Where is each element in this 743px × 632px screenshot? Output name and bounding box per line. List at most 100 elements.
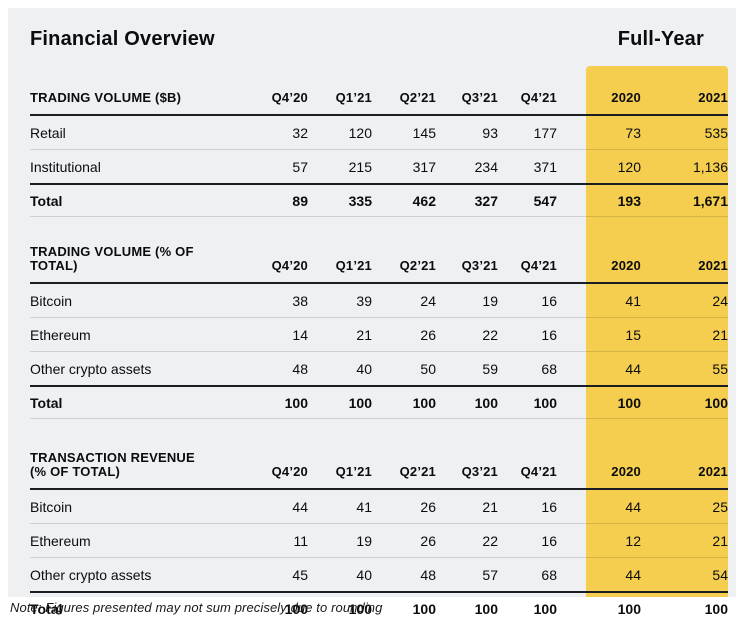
table-row-institutional: Institutional 57 215 317 234 371 120 1,1… <box>30 149 728 185</box>
value-cell: 100 <box>372 591 436 624</box>
row-label: Bitcoin <box>30 489 244 524</box>
column-header-q1-21: Q1’21 <box>308 67 372 116</box>
column-header-2021: 2021 <box>641 235 728 284</box>
value-cell: 100 <box>498 385 557 419</box>
column-header-q4-20: Q4’20 <box>244 437 308 490</box>
column-header-q2-21: Q2’21 <box>372 67 436 116</box>
value-cell: 59 <box>436 351 498 387</box>
value-cell: 50 <box>372 351 436 387</box>
row-label: Total <box>30 183 244 217</box>
table-row-bitcoin: Bitcoin 44 41 26 21 16 44 25 <box>30 489 728 524</box>
row-label: Bitcoin <box>30 283 244 318</box>
value-cell: 535 <box>641 115 728 150</box>
value-cell: 215 <box>308 149 372 185</box>
value-cell: 15 <box>557 317 641 352</box>
value-cell: 100 <box>308 591 372 624</box>
value-cell: 547 <box>498 183 557 217</box>
value-cell: 55 <box>641 351 728 387</box>
section-header-row: TRADING VOLUME (% OF TOTAL) Q4’20 Q1’21 … <box>30 235 728 284</box>
column-header-q2-21: Q2’21 <box>372 235 436 284</box>
value-cell: 12 <box>557 523 641 558</box>
table-row-other-crypto: Other crypto assets 48 40 50 59 68 44 55 <box>30 351 728 387</box>
column-header-2021: 2021 <box>641 67 728 116</box>
column-header-2020: 2020 <box>557 235 641 284</box>
column-header-q1-21: Q1’21 <box>308 437 372 490</box>
value-cell: 41 <box>308 489 372 524</box>
value-cell: 26 <box>372 523 436 558</box>
row-label: Total <box>30 385 244 419</box>
value-cell: 45 <box>244 557 308 593</box>
value-cell: 32 <box>244 115 308 150</box>
section-trading-volume-b: TRADING VOLUME ($B) Q4’20 Q1’21 Q2’21 Q3… <box>30 67 728 235</box>
section-title-line1: TRANSACTION REVENUE <box>30 450 195 465</box>
value-cell: 89 <box>244 183 308 217</box>
value-cell: 57 <box>436 557 498 593</box>
full-year-label: Full-Year <box>617 28 704 50</box>
value-cell: 44 <box>557 557 641 593</box>
section-title-line2: (% OF TOTAL) <box>30 464 121 479</box>
title-row: Financial Overview Full-Year <box>30 28 704 50</box>
value-cell: 21 <box>641 523 728 558</box>
value-cell: 41 <box>557 283 641 318</box>
value-cell: 145 <box>372 115 436 150</box>
column-header-q3-21: Q3’21 <box>436 67 498 116</box>
section-spacer <box>30 419 728 438</box>
column-header-q4-20: Q4’20 <box>244 67 308 116</box>
table-row-ethereum: Ethereum 11 19 26 22 16 12 21 <box>30 523 728 558</box>
value-cell: 16 <box>498 283 557 318</box>
value-cell: 100 <box>641 385 728 419</box>
value-cell: 57 <box>244 149 308 185</box>
value-cell: 44 <box>557 351 641 387</box>
table-row-other-crypto: Other crypto assets 45 40 48 57 68 44 54 <box>30 557 728 593</box>
value-cell: 68 <box>498 557 557 593</box>
value-cell: 120 <box>308 115 372 150</box>
section-transaction-revenue: TRANSACTION REVENUE (% OF TOTAL) Q4’20 Q… <box>30 437 728 624</box>
value-cell: 177 <box>498 115 557 150</box>
column-header-2020: 2020 <box>557 67 641 116</box>
value-cell: 1,136 <box>641 149 728 185</box>
value-cell: 22 <box>436 523 498 558</box>
value-cell: 22 <box>436 317 498 352</box>
column-header-q4-21: Q4’21 <box>498 437 557 490</box>
value-cell: 100 <box>436 591 498 624</box>
table-row-total: Total 100 100 100 100 100 100 100 <box>30 591 728 624</box>
value-cell: 21 <box>641 317 728 352</box>
column-header-q4-21: Q4’21 <box>498 67 557 116</box>
value-cell: 40 <box>308 557 372 593</box>
value-cell: 100 <box>244 591 308 624</box>
value-cell: 16 <box>498 523 557 558</box>
row-label: Institutional <box>30 149 244 185</box>
financial-table: TRADING VOLUME ($B) Q4’20 Q1’21 Q2’21 Q3… <box>30 67 728 624</box>
column-header-q3-21: Q3’21 <box>436 437 498 490</box>
value-cell: 100 <box>436 385 498 419</box>
value-cell: 16 <box>498 489 557 524</box>
table-row-total: Total 100 100 100 100 100 100 100 <box>30 385 728 419</box>
value-cell: 21 <box>308 317 372 352</box>
value-cell: 100 <box>557 591 641 624</box>
section-header-row: TRANSACTION REVENUE (% OF TOTAL) Q4’20 Q… <box>30 437 728 490</box>
value-cell: 40 <box>308 351 372 387</box>
value-cell: 68 <box>498 351 557 387</box>
value-cell: 73 <box>557 115 641 150</box>
value-cell: 48 <box>244 351 308 387</box>
value-cell: 100 <box>557 385 641 419</box>
column-header-q4-20: Q4’20 <box>244 235 308 284</box>
value-cell: 24 <box>372 283 436 318</box>
section-header-row: TRADING VOLUME ($B) Q4’20 Q1’21 Q2’21 Q3… <box>30 67 728 116</box>
value-cell: 48 <box>372 557 436 593</box>
value-cell: 38 <box>244 283 308 318</box>
value-cell: 317 <box>372 149 436 185</box>
value-cell: 19 <box>308 523 372 558</box>
value-cell: 193 <box>557 183 641 217</box>
column-header-q3-21: Q3’21 <box>436 235 498 284</box>
value-cell: 371 <box>498 149 557 185</box>
value-cell: 44 <box>557 489 641 524</box>
value-cell: 26 <box>372 489 436 524</box>
section-title: TRANSACTION REVENUE (% OF TOTAL) <box>30 437 244 490</box>
value-cell: 16 <box>498 317 557 352</box>
footnote: Note: Figures presented may not sum prec… <box>10 600 383 615</box>
value-cell: 93 <box>436 115 498 150</box>
column-header-q1-21: Q1’21 <box>308 235 372 284</box>
value-cell: 19 <box>436 283 498 318</box>
value-cell: 1,671 <box>641 183 728 217</box>
